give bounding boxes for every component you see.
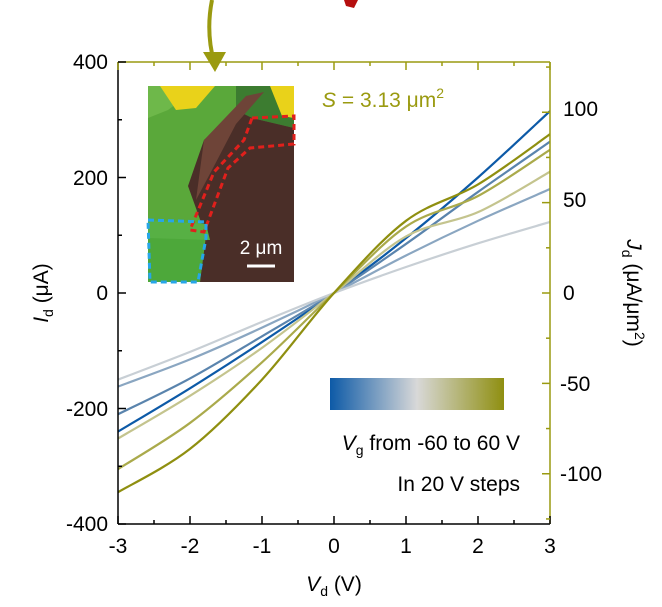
x-tick-label: 0	[328, 535, 340, 558]
y2-tick-label: -100	[560, 463, 602, 486]
gate-voltage-colorbar	[330, 378, 504, 410]
y-tick-label: -200	[66, 398, 108, 421]
scale-bar-label: 2 μm	[240, 238, 283, 259]
x-tick-label: -1	[253, 535, 272, 558]
y2-tick-label: 0	[563, 282, 575, 305]
x-tick-label: 3	[544, 535, 556, 558]
area-annotation: S = 3.13 μm2	[322, 85, 444, 112]
y-tick-label: -400	[66, 513, 108, 536]
y2-tick-label: 50	[563, 189, 586, 212]
x-tick-label: 2	[472, 535, 484, 558]
x-axis-title: Vd (V)	[306, 573, 362, 599]
y2-axis-title: Jd (μA/μm2)	[619, 238, 648, 346]
y-tick-label: 0	[96, 282, 108, 305]
gate-voltage-step: In 20 V steps	[397, 473, 520, 496]
y-axis-title: Id (μA)	[30, 263, 56, 323]
x-tick-label: -3	[109, 535, 128, 558]
device-micrograph: 2 μm	[146, 86, 296, 284]
red-mark-icon	[344, 0, 358, 8]
gate-voltage-range: Vg from -60 to 60 V	[342, 432, 520, 458]
x-tick-label: -2	[181, 535, 200, 558]
x-tick-label: 1	[400, 535, 412, 558]
series-line-6	[118, 133, 550, 494]
y2-tick-label: -50	[560, 373, 590, 396]
y2-tick-label: 100	[563, 98, 598, 121]
y-tick-label: 200	[73, 167, 108, 190]
y-tick-label: 400	[73, 51, 108, 74]
